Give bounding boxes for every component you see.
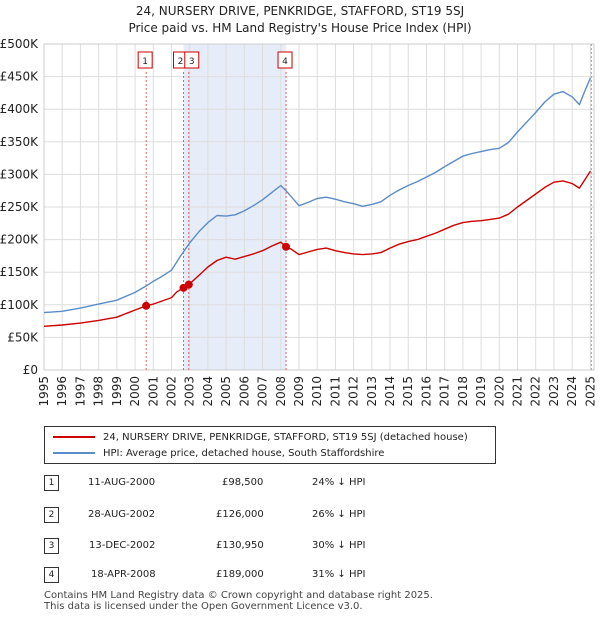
- x-tick-label: 2012: [347, 376, 361, 407]
- plot-frame: [43, 43, 595, 371]
- sale-date: 18-APR-2008: [91, 569, 156, 580]
- sale-date: 13-DEC-2002: [89, 540, 156, 551]
- x-tick-label: 2023: [547, 376, 561, 407]
- y-tick-label: £450K: [0, 70, 39, 84]
- x-tick-label: 2025: [583, 376, 597, 407]
- sale-number: 1: [44, 475, 59, 491]
- x-tick-label: 2005: [219, 376, 233, 407]
- sale-hpi-diff: 26% ↓ HPI: [312, 509, 366, 520]
- x-tick-label: 2017: [438, 376, 452, 407]
- x-tick-label: 2010: [310, 376, 324, 407]
- footer-licence: This data is licensed under the Open Gov…: [44, 601, 363, 612]
- sale-price: £126,000: [216, 509, 264, 520]
- x-tick-label: 2018: [456, 376, 470, 407]
- x-tick-label: 2021: [511, 376, 525, 407]
- sale-point: [184, 280, 193, 289]
- x-tick-label: 1997: [73, 376, 87, 407]
- x-tick-label: 2013: [365, 376, 379, 407]
- y-tick-label: £100K: [0, 298, 39, 312]
- sale-marker-label: 4: [282, 57, 288, 67]
- x-tick-label: 2022: [529, 376, 543, 407]
- sale-row: 3 13-DEC-2002 £130,950 30% ↓ HPI: [0, 538, 600, 556]
- hpi-series-line: [43, 77, 592, 314]
- legend-label-hpi: HPI: Average price, detached house, Sout…: [103, 447, 385, 459]
- footer-copyright: Contains HM Land Registry data © Crown c…: [44, 590, 433, 601]
- x-tick-label: 1996: [55, 376, 69, 407]
- legend-swatch-property: [53, 436, 95, 438]
- sale-marker-label: 2: [178, 57, 184, 67]
- sale-marker-box: [137, 51, 153, 69]
- sale-price: £98,500: [222, 477, 264, 488]
- x-tick-label: 2009: [292, 376, 306, 407]
- y-tick-label: £400K: [0, 102, 39, 116]
- legend: 24, NURSERY DRIVE, PENKRIDGE, STAFFORD, …: [44, 426, 496, 464]
- sale-row: 2 28-AUG-2002 £126,000 26% ↓ HPI: [0, 507, 600, 525]
- x-tick-label: 2007: [256, 376, 270, 407]
- chart-title: 24, NURSERY DRIVE, PENKRIDGE, STAFFORD, …: [135, 4, 465, 18]
- y-tick-label: £50K: [7, 330, 39, 344]
- legend-swatch-hpi: [53, 452, 95, 454]
- sale-price: £130,950: [216, 540, 264, 551]
- x-tick-label: 2001: [146, 376, 160, 407]
- x-tick-label: 2014: [383, 376, 397, 407]
- sale-marker-box: [184, 51, 200, 69]
- sale-row: 1 11-AUG-2000 £98,500 24% ↓ HPI: [0, 475, 600, 493]
- sale-marker-label: 1: [142, 57, 148, 67]
- sale-hpi-diff: 31% ↓ HPI: [312, 569, 366, 580]
- sale-date: 11-AUG-2000: [88, 477, 156, 488]
- property-series-line: [43, 170, 591, 327]
- x-tick-label: 2002: [164, 376, 178, 407]
- x-tick-label: 2006: [237, 376, 251, 407]
- sale-point: [282, 242, 291, 251]
- y-tick-label: £350K: [0, 135, 39, 149]
- x-tick-label: 2004: [201, 376, 215, 407]
- sale-row: 4 18-APR-2008 £189,000 31% ↓ HPI: [0, 567, 600, 585]
- x-tick-label: 2003: [183, 376, 197, 407]
- chart-subtitle: Price paid vs. HM Land Registry's House …: [128, 21, 472, 35]
- x-tick-label: 2011: [328, 376, 342, 407]
- y-tick-label: £150K: [0, 265, 39, 279]
- y-tick-label: £0: [23, 363, 38, 377]
- y-tick-label: £500K: [0, 37, 39, 51]
- sale-point: [142, 301, 151, 310]
- price-chart: £0 £50K £100K £150K £200K £250K £300K £350K £400…: [0, 37, 597, 407]
- sale-price: £189,000: [216, 569, 264, 580]
- legend-label-property: 24, NURSERY DRIVE, PENKRIDGE, STAFFORD, …: [103, 431, 468, 443]
- x-tick-label: 1995: [37, 376, 51, 407]
- sale-hpi-diff: 24% ↓ HPI: [312, 477, 366, 488]
- sale-marker-label: 3: [189, 57, 195, 67]
- x-tick-label: 2015: [401, 376, 415, 407]
- y-tick-label: £200K: [0, 233, 39, 247]
- legend-item-property: 24, NURSERY DRIVE, PENKRIDGE, STAFFORD, …: [53, 430, 468, 444]
- x-tick-label: 1999: [110, 376, 124, 407]
- x-tick-label: 2019: [474, 376, 488, 407]
- legend-item-hpi: HPI: Average price, detached house, Sout…: [53, 446, 384, 460]
- x-tick-label: 1998: [92, 376, 106, 407]
- sale-hpi-diff: 30% ↓ HPI: [312, 540, 366, 551]
- sale-number: 3: [44, 538, 59, 554]
- sale-date: 28-AUG-2002: [88, 509, 156, 520]
- x-tick-label: 2000: [128, 376, 142, 407]
- y-tick-label: £250K: [0, 200, 39, 214]
- x-tick-label: 2008: [274, 376, 288, 407]
- x-tick-label: 2016: [419, 376, 433, 407]
- x-tick-label: 2020: [492, 376, 506, 407]
- sale-marker-box: [277, 51, 293, 69]
- sale-number: 2: [44, 507, 59, 523]
- sale-number: 4: [44, 567, 59, 583]
- y-tick-label: £300K: [0, 167, 39, 181]
- x-tick-label: 2024: [565, 376, 579, 407]
